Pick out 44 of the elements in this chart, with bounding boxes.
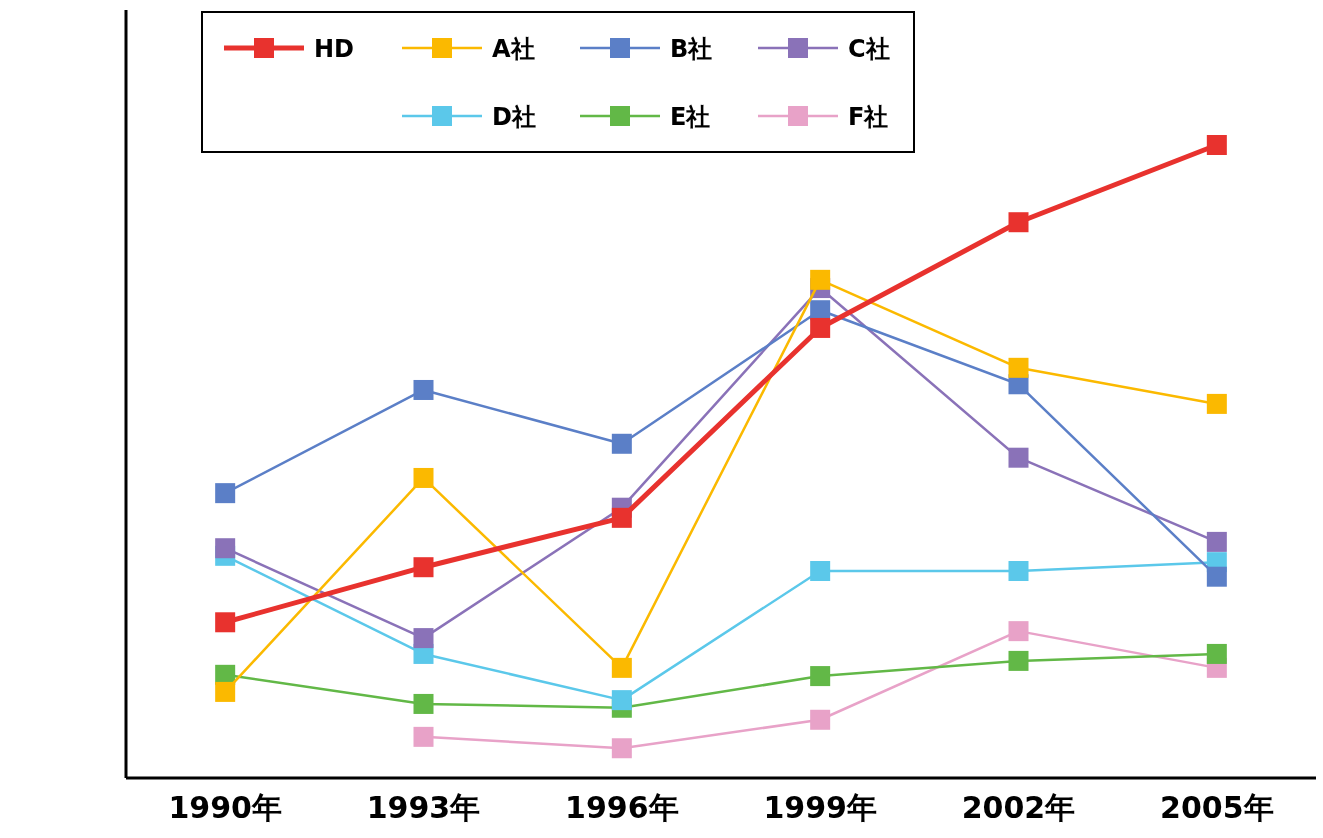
legend-label: F社 <box>848 103 889 131</box>
point <box>1008 357 1029 378</box>
x-tick-label: 1990年 <box>168 790 282 825</box>
legend-label: E社 <box>670 103 711 131</box>
point <box>1008 212 1029 233</box>
point <box>413 467 434 488</box>
point <box>1206 566 1227 587</box>
point <box>1008 650 1029 671</box>
point <box>810 317 831 338</box>
point <box>1206 643 1227 664</box>
point <box>215 681 236 702</box>
point <box>1008 621 1029 642</box>
x-tick-label: 2005年 <box>1160 790 1274 825</box>
legend-label: HD <box>314 35 355 63</box>
point <box>810 561 831 582</box>
point <box>215 612 236 633</box>
x-tick-label: 1996年 <box>565 790 679 825</box>
point <box>413 726 434 747</box>
point <box>1206 531 1227 552</box>
legend-label: D社 <box>492 103 536 131</box>
point <box>611 690 632 711</box>
point <box>611 433 632 454</box>
point <box>1206 393 1227 414</box>
point <box>611 738 632 759</box>
point <box>1008 447 1029 468</box>
point <box>810 666 831 687</box>
legend-label: B社 <box>670 35 713 63</box>
point <box>1008 561 1029 582</box>
legend-label: A社 <box>492 35 535 63</box>
point <box>810 269 831 290</box>
point <box>810 709 831 730</box>
x-tick-label: 1999年 <box>763 790 877 825</box>
point <box>215 483 236 504</box>
x-tick-label: 1993年 <box>366 790 481 825</box>
point <box>1206 135 1227 155</box>
point <box>413 557 434 578</box>
point <box>611 507 632 528</box>
x-tick-label: 2002年 <box>961 790 1076 825</box>
point <box>413 379 434 400</box>
legend-label: C社 <box>848 35 890 63</box>
point <box>413 693 434 714</box>
point <box>413 628 434 649</box>
point <box>215 538 236 559</box>
point <box>611 657 632 678</box>
